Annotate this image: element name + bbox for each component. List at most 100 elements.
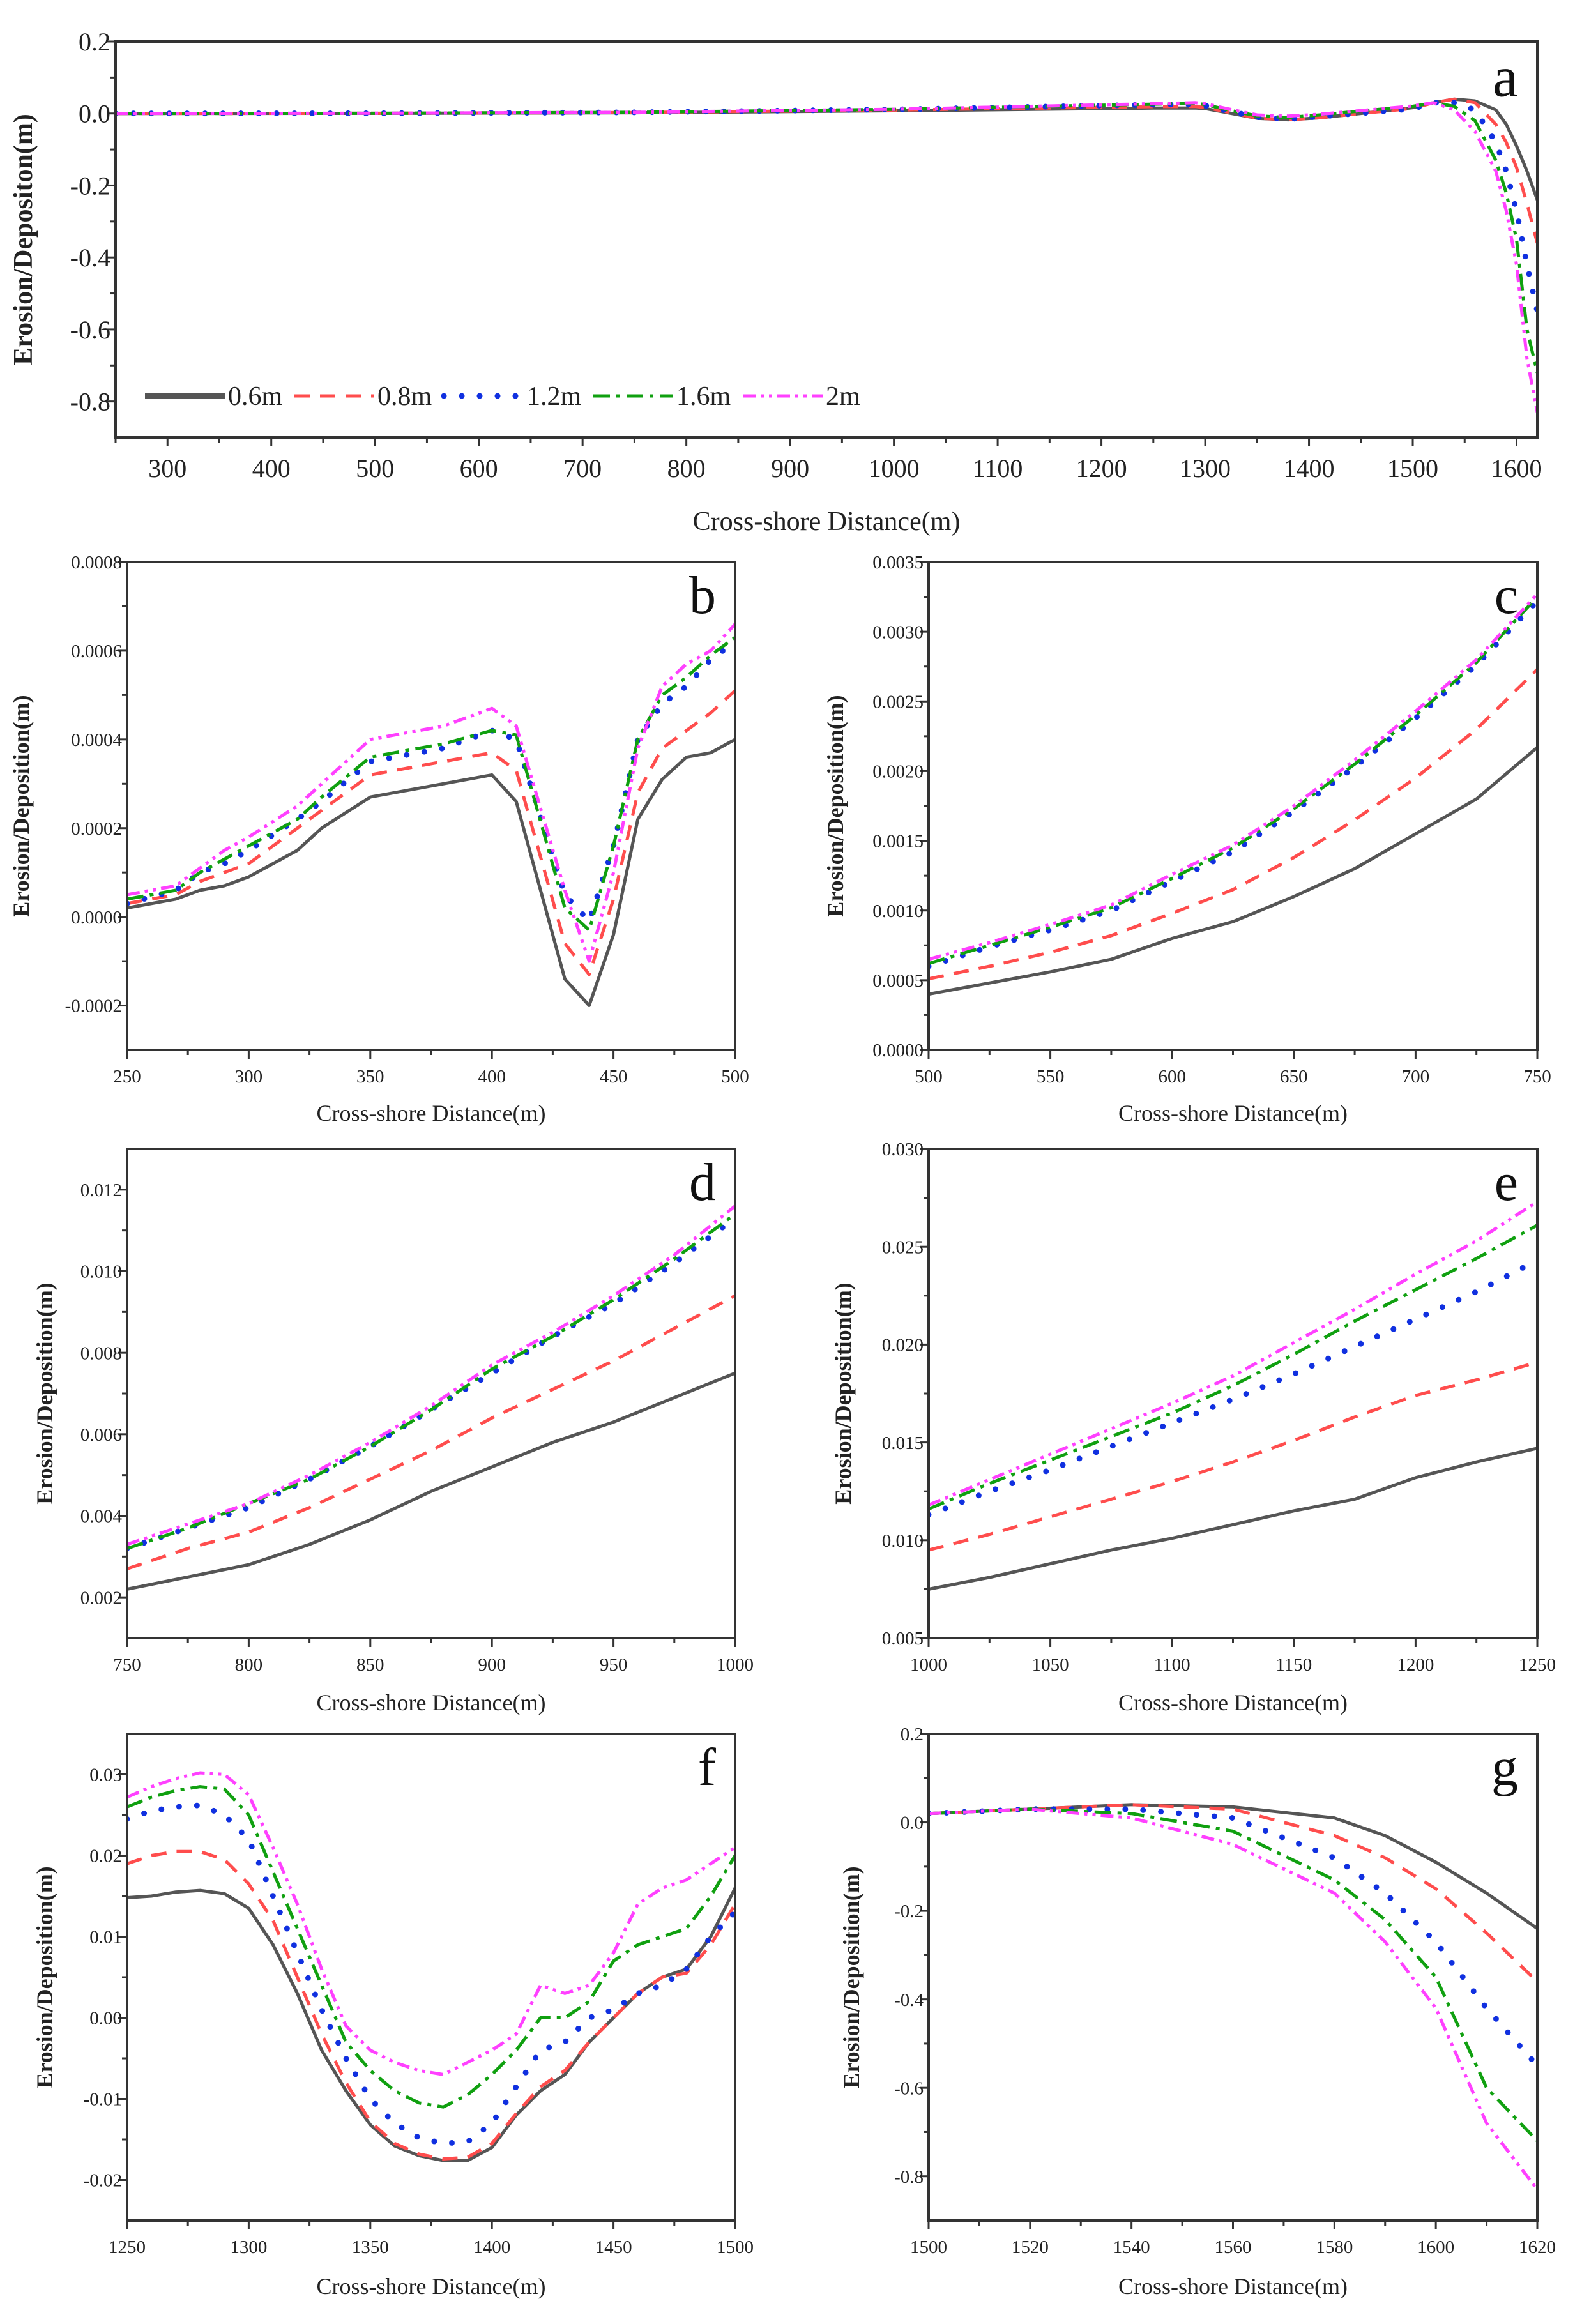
panel-e: 1000 1050 1100 1150 1200 1250 0.030 0.025 0.020 0… bbox=[830, 1139, 1556, 1715]
series-line-1.2m bbox=[929, 1257, 1537, 1518]
y-tick-label: -0.01 bbox=[84, 2090, 122, 2110]
y-tick-label: 0.0020 bbox=[872, 762, 924, 782]
x-tick-label: 1350 bbox=[352, 2237, 389, 2258]
y-tick-label: 0.0002 bbox=[71, 819, 122, 839]
y-tick-label: 0.002 bbox=[80, 1588, 122, 1608]
x-tick-label: 400 bbox=[252, 454, 291, 483]
series-line-2m bbox=[127, 1204, 735, 1546]
series-line-2m bbox=[929, 1200, 1537, 1507]
series-line-1.2m bbox=[929, 598, 1537, 969]
series-line-2m bbox=[929, 1807, 1537, 2191]
y-tick-label: 0.030 bbox=[882, 1139, 924, 1160]
x-tick-label: 350 bbox=[356, 1067, 384, 1087]
x-tick-label: 1000 bbox=[717, 1655, 754, 1675]
panel-b: 250 300 350 400 450 500 0.0008 0.0006 0.0004 0.00… bbox=[8, 552, 749, 1126]
x-tick-label: 1620 bbox=[1519, 2237, 1556, 2258]
x-tick-label: 500 bbox=[915, 1067, 943, 1087]
series-line-0.6m bbox=[929, 746, 1537, 996]
y-tick-label: 0.0000 bbox=[71, 908, 122, 928]
y-tick-label: 0.02 bbox=[89, 1846, 122, 1867]
series-line-0.8m bbox=[127, 1294, 735, 1570]
panel-g: 1500 1520 1540 1560 1580 1600 1620 0.2 0.0 -0.2 -0… bbox=[839, 1724, 1556, 2299]
x-tick-label: 1000 bbox=[910, 1655, 947, 1675]
series-line-1.2m bbox=[127, 1215, 735, 1552]
x-tick-label: 1200 bbox=[1397, 1655, 1434, 1675]
series-line-1.6m bbox=[929, 595, 1537, 966]
x-tick-label: 1540 bbox=[1113, 2237, 1150, 2258]
panel-letter: f bbox=[698, 1738, 716, 1797]
x-tick-label: 1000 bbox=[869, 454, 920, 483]
y-tick-label: -0.4 bbox=[894, 1990, 924, 2010]
panel-letter: e bbox=[1495, 1153, 1518, 1212]
y-tick-label: 0.004 bbox=[80, 1507, 123, 1527]
x-tick-label: 900 bbox=[771, 454, 809, 483]
x-tick-label: 1500 bbox=[717, 2237, 754, 2258]
y-tick-label: 0.0006 bbox=[71, 641, 122, 662]
x-tick-label: 800 bbox=[667, 454, 706, 483]
x-tick-label: 950 bbox=[600, 1655, 628, 1675]
x-tick-label: 1200 bbox=[1076, 454, 1127, 483]
x-tick-label: 500 bbox=[721, 1067, 749, 1087]
y-tick-label: 0.0015 bbox=[872, 832, 924, 852]
x-tick-label: 800 bbox=[235, 1655, 263, 1675]
x-tick-label: 450 bbox=[600, 1067, 628, 1087]
y-tick-label: 0.012 bbox=[80, 1180, 122, 1201]
x-tick-label: 1050 bbox=[1032, 1655, 1069, 1675]
y-tick-label: -0.6 bbox=[70, 315, 110, 344]
x-tick-label: 1600 bbox=[1417, 2237, 1454, 2258]
x-tick-label: 1100 bbox=[1154, 1655, 1190, 1675]
series-line-0.8m bbox=[127, 689, 735, 976]
x-tick-label: 300 bbox=[235, 1067, 263, 1087]
series-line-1.6m bbox=[127, 636, 735, 932]
series-line-0.8m bbox=[127, 1849, 735, 2161]
panel-letter: g bbox=[1491, 1738, 1518, 1797]
x-tick-label: 1250 bbox=[1519, 1655, 1556, 1675]
y-tick-label: 0.0004 bbox=[71, 730, 122, 750]
y-tick-label: 0.0000 bbox=[872, 1040, 924, 1061]
legend-label: 2m bbox=[826, 382, 860, 411]
panel-a: 300 400 500 600 700 800 900 1000 1100 1200 1300 140… bbox=[9, 27, 1542, 536]
series-line-0.8m bbox=[116, 97, 1537, 244]
legend-label: 1.6m bbox=[676, 382, 731, 411]
panel-letter: a bbox=[1493, 46, 1518, 109]
x-axis-label: Cross-shore Distance(m) bbox=[1118, 1690, 1348, 1715]
x-tick-label: 250 bbox=[113, 1067, 141, 1087]
series-line-2m bbox=[127, 1771, 735, 2076]
y-tick-label: 0.010 bbox=[80, 1262, 122, 1282]
y-tick-label: -0.8 bbox=[70, 388, 110, 416]
x-tick-label: 1150 bbox=[1275, 1655, 1312, 1675]
x-axis-label: Cross-shore Distance(m) bbox=[1118, 1100, 1348, 1126]
x-tick-label: 400 bbox=[478, 1067, 506, 1087]
y-tick-label: 0.008 bbox=[80, 1343, 122, 1363]
x-tick-label: 1100 bbox=[973, 454, 1023, 483]
plot-frame bbox=[114, 40, 1539, 439]
panel-c: 500 550 600 650 700 750 0.0035 0.0030 0.0025 0.00… bbox=[823, 552, 1551, 1126]
y-axis-label: Erosion/Deposition(m) bbox=[839, 1866, 864, 2088]
y-axis-label: Erosion/Depositon(m) bbox=[9, 114, 38, 365]
series-line-1.6m bbox=[929, 1224, 1537, 1511]
panel-letter: c bbox=[1495, 566, 1518, 625]
y-tick-label: 0.2 bbox=[901, 1724, 924, 1745]
x-axis-label: Cross-shore Distance(m) bbox=[1118, 2274, 1348, 2299]
series-line-2m bbox=[127, 623, 735, 963]
series-line-0.8m bbox=[929, 1803, 1537, 1983]
y-axis-label: Erosion/Deposition(m) bbox=[32, 1866, 57, 2088]
x-tick-label: 1450 bbox=[595, 2237, 632, 2258]
plot-frame bbox=[126, 561, 736, 1051]
y-tick-label: 0.0010 bbox=[872, 901, 924, 922]
series-line-0.8m bbox=[929, 1360, 1537, 1552]
series-line-1.2m bbox=[127, 1802, 735, 2146]
series-line-1.2m bbox=[929, 1806, 1537, 2069]
series-line-1.2m bbox=[116, 100, 1537, 315]
x-tick-label: 500 bbox=[356, 454, 394, 483]
panel-letter: d bbox=[689, 1153, 716, 1212]
x-tick-label: 1580 bbox=[1316, 2237, 1353, 2258]
y-tick-label: -0.02 bbox=[84, 2171, 122, 2191]
series-line-1.6m bbox=[929, 1807, 1537, 2143]
y-axis-label: Erosion/Deposition(m) bbox=[32, 1282, 57, 1504]
x-tick-label: 650 bbox=[1280, 1067, 1308, 1087]
x-tick-label: 1300 bbox=[1180, 454, 1231, 483]
y-tick-label: 0.03 bbox=[89, 1765, 122, 1786]
y-tick-label: 0.0030 bbox=[872, 622, 924, 642]
